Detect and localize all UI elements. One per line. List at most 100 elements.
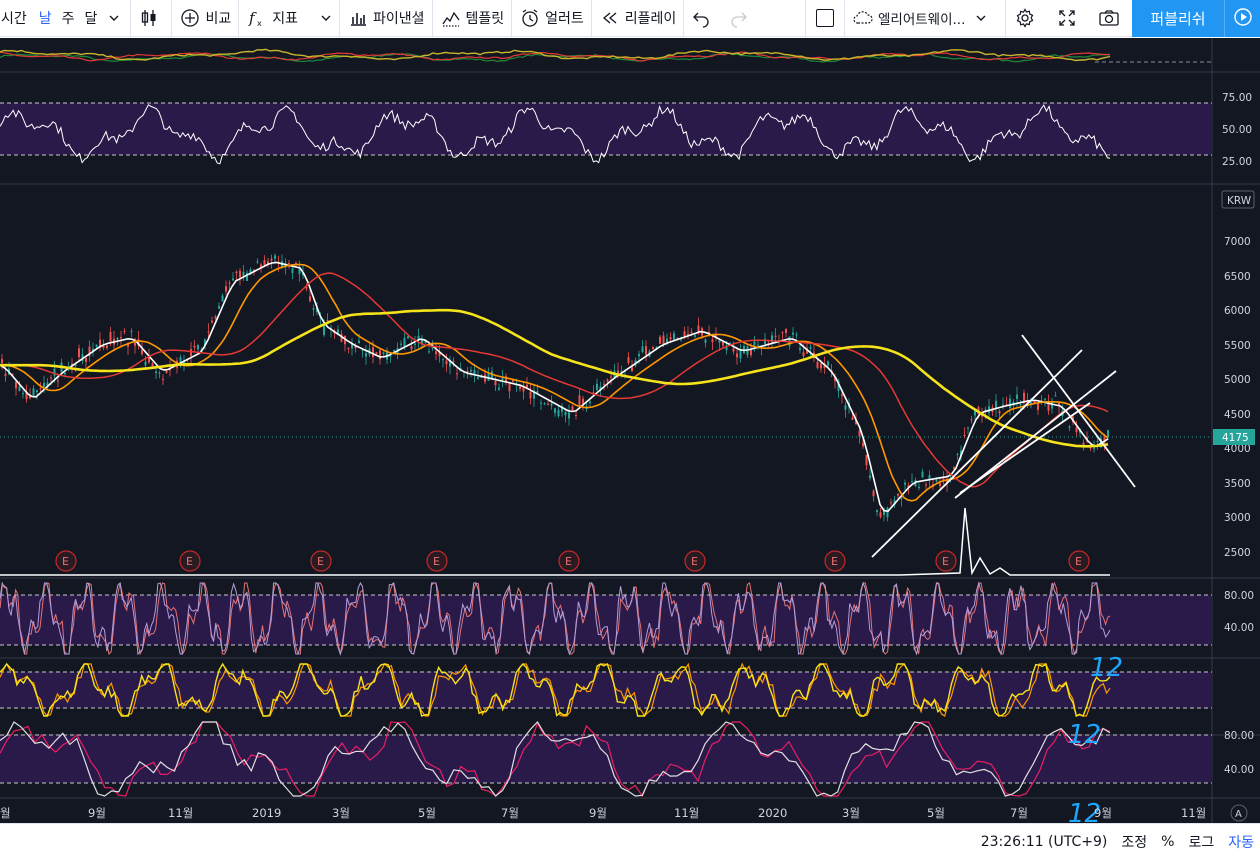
candle-body — [1089, 447, 1092, 449]
interval-dropdown[interactable] — [102, 0, 130, 37]
candle-body — [606, 379, 609, 382]
candle-body — [190, 349, 192, 356]
candle-body — [809, 346, 812, 349]
candle-body — [211, 320, 213, 323]
template-chart-icon — [440, 7, 462, 29]
candle-body — [109, 331, 112, 342]
candle-body — [764, 338, 766, 345]
candle-body — [197, 345, 199, 350]
candle-body — [1082, 442, 1085, 445]
chart-area[interactable]: 75.00 50.00 25.00 KRW 7000 6500 6000 5500 5000 45… — [0, 38, 1260, 823]
stoch-band — [0, 595, 1212, 645]
candle-body — [781, 332, 784, 334]
candle-body — [918, 486, 920, 489]
publish-button[interactable]: 퍼블리쉬 — [1132, 0, 1224, 37]
earnings-marker — [684, 550, 706, 572]
fullscreen-button[interactable] — [1048, 0, 1090, 37]
candle-body — [179, 357, 182, 366]
candle-body — [1068, 426, 1071, 428]
templates-button[interactable]: 템플릿 — [433, 0, 512, 37]
candle-body — [508, 383, 511, 392]
candle-body — [554, 408, 556, 413]
candle-body — [228, 282, 231, 284]
chart-canvas[interactable]: 75.00 50.00 25.00 KRW 7000 6500 6000 5500 5000 45… — [0, 38, 1260, 823]
auto-toggle[interactable]: 자동 — [1228, 834, 1254, 851]
candle-body — [323, 325, 325, 336]
candle-body — [372, 347, 374, 358]
earnings-marker-label: E — [62, 555, 69, 568]
candle-body — [946, 478, 948, 484]
candle-body — [148, 355, 150, 363]
candle-body — [620, 370, 623, 373]
candle-body — [193, 345, 196, 348]
saved-layout-dropdown[interactable]: 엘리어트웨이... — [845, 0, 1005, 37]
candle-body — [722, 341, 724, 346]
chart-style-button[interactable] — [131, 0, 171, 37]
time-tick-label: 9월 — [1094, 806, 1112, 820]
candle-body — [316, 307, 318, 313]
interval-week-button[interactable]: 주 — [57, 0, 80, 37]
candle-body — [382, 352, 385, 354]
candle-body — [351, 343, 353, 349]
candle-body — [963, 435, 966, 437]
interval-month-button[interactable]: 달 — [80, 0, 103, 37]
candle-body — [589, 401, 591, 404]
candle-body — [862, 442, 864, 447]
candle-body — [802, 352, 805, 357]
candle-body — [354, 345, 357, 349]
percent-toggle[interactable]: % — [1161, 833, 1175, 850]
redo-button[interactable] — [722, 0, 760, 37]
price-tick-label: 6000 — [1224, 305, 1251, 317]
candle-body — [736, 353, 738, 358]
candle-body — [984, 409, 987, 412]
alert-label: 얼러트 — [545, 11, 584, 27]
compare-button[interactable]: 비교 — [172, 0, 238, 37]
candle-body — [596, 383, 598, 390]
candle-body — [53, 368, 56, 376]
adjust-toggle[interactable]: 조정 — [1121, 834, 1148, 851]
financials-button[interactable]: 파이낸셜 — [340, 0, 432, 37]
candle-body — [694, 335, 696, 337]
interval-day-button[interactable]: 날 — [34, 0, 57, 37]
toolbar-divider — [805, 0, 806, 37]
log-toggle[interactable]: 로그 — [1188, 834, 1215, 851]
candle-body — [795, 334, 798, 336]
auto-scale-letter: A — [1235, 809, 1242, 820]
candle-body — [309, 296, 311, 302]
snapshot-button[interactable] — [1090, 0, 1132, 37]
earnings-marker-label: E — [1075, 555, 1082, 568]
candle-body — [641, 346, 644, 353]
undo-button[interactable] — [684, 0, 722, 37]
price-tick-label: 3000 — [1224, 512, 1251, 524]
candle-body — [246, 272, 248, 281]
stoch2-band — [0, 672, 1212, 708]
candle-body — [11, 373, 14, 376]
trend-line-drawing — [959, 402, 1091, 494]
candle-body — [690, 331, 693, 333]
auto-scale-icon — [1230, 804, 1248, 822]
stoch3-main-line — [0, 721, 1111, 797]
candle-body — [526, 384, 528, 388]
play-button[interactable] — [1224, 0, 1260, 37]
select-tool-button[interactable] — [806, 0, 844, 37]
interval-partial[interactable]: 시간 — [0, 0, 34, 37]
chevron-down-icon — [320, 7, 332, 29]
candle-body — [442, 359, 444, 361]
candle-body — [120, 337, 122, 339]
candle-body — [312, 308, 315, 310]
candle-body — [617, 370, 619, 374]
candle-body — [4, 373, 7, 377]
candle-body — [151, 363, 154, 368]
bar-chart-icon — [347, 7, 369, 29]
settings-button[interactable] — [1006, 0, 1048, 37]
replay-button[interactable]: 리플레이 — [592, 0, 684, 37]
replay-label: 리플레이 — [624, 11, 677, 27]
alert-button[interactable]: 얼러트 — [512, 0, 591, 37]
currency-box — [1221, 190, 1255, 209]
candle-body — [757, 344, 759, 346]
candle-body — [242, 271, 245, 276]
candle-body — [260, 264, 262, 268]
candle-body — [540, 402, 542, 404]
